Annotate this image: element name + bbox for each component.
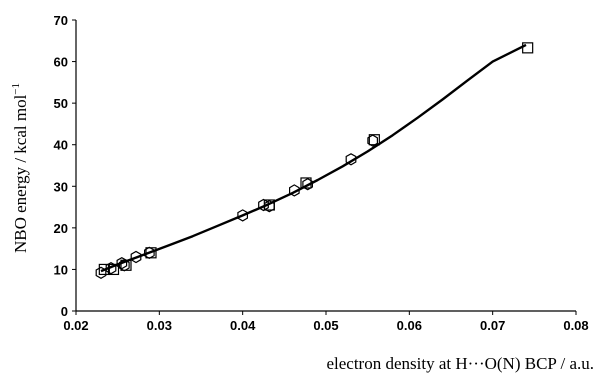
y-tick-label: 20 [54,221,68,236]
square-point [300,177,312,189]
y-axis-title: NBO energy / kcal mol−1 [10,83,30,253]
x-axis-title: electron density at H···O(N) BCP / a.u. [326,354,594,373]
y-tick-label: 30 [54,179,68,194]
hexagon-point [367,134,378,147]
x-tick-label: 0.07 [480,318,505,333]
hexagon-point [302,178,313,191]
axes [75,20,576,312]
fit-curve-line [100,43,527,273]
y-tick-label: 0 [61,304,68,319]
x-tick-label: 0.03 [147,318,172,333]
square-point [522,42,534,54]
hexagon-point [345,153,357,166]
x-ticks: 0.02 0.03 0.04 0.05 0.06 0.07 0.08 [63,311,589,333]
y-tick-label: 50 [54,96,68,111]
square-point [120,259,132,271]
hexagon-point [258,198,269,212]
hexagon-point [289,184,300,197]
x-tick-label: 0.06 [397,318,422,333]
y-ticks: 0 10 20 30 40 50 60 70 [54,13,76,319]
y-tick-label: 40 [54,138,68,153]
square-point [368,134,380,146]
hexagon-point [105,262,117,275]
square-point [263,199,275,211]
y-tick-label: 60 [54,55,68,70]
x-tick-label: 0.02 [63,318,88,333]
y-axis-title-main: NBO energy / kcal mol [11,94,30,253]
square-point [145,247,157,259]
hexagon-point [130,250,142,264]
hexagon-point [237,209,248,222]
x-tick-label: 0.08 [563,318,588,333]
y-tick-label: 70 [54,13,68,28]
x-tick-label: 0.04 [230,318,256,333]
fit-curve-layer [100,43,527,273]
data-points [95,42,534,279]
x-tick-label: 0.05 [313,318,338,333]
y-axis-title-superscript: −1 [10,83,22,95]
y-tick-label: 10 [54,262,68,277]
square-point [107,263,120,276]
square-point [98,263,110,276]
hexagon-point [95,266,107,279]
